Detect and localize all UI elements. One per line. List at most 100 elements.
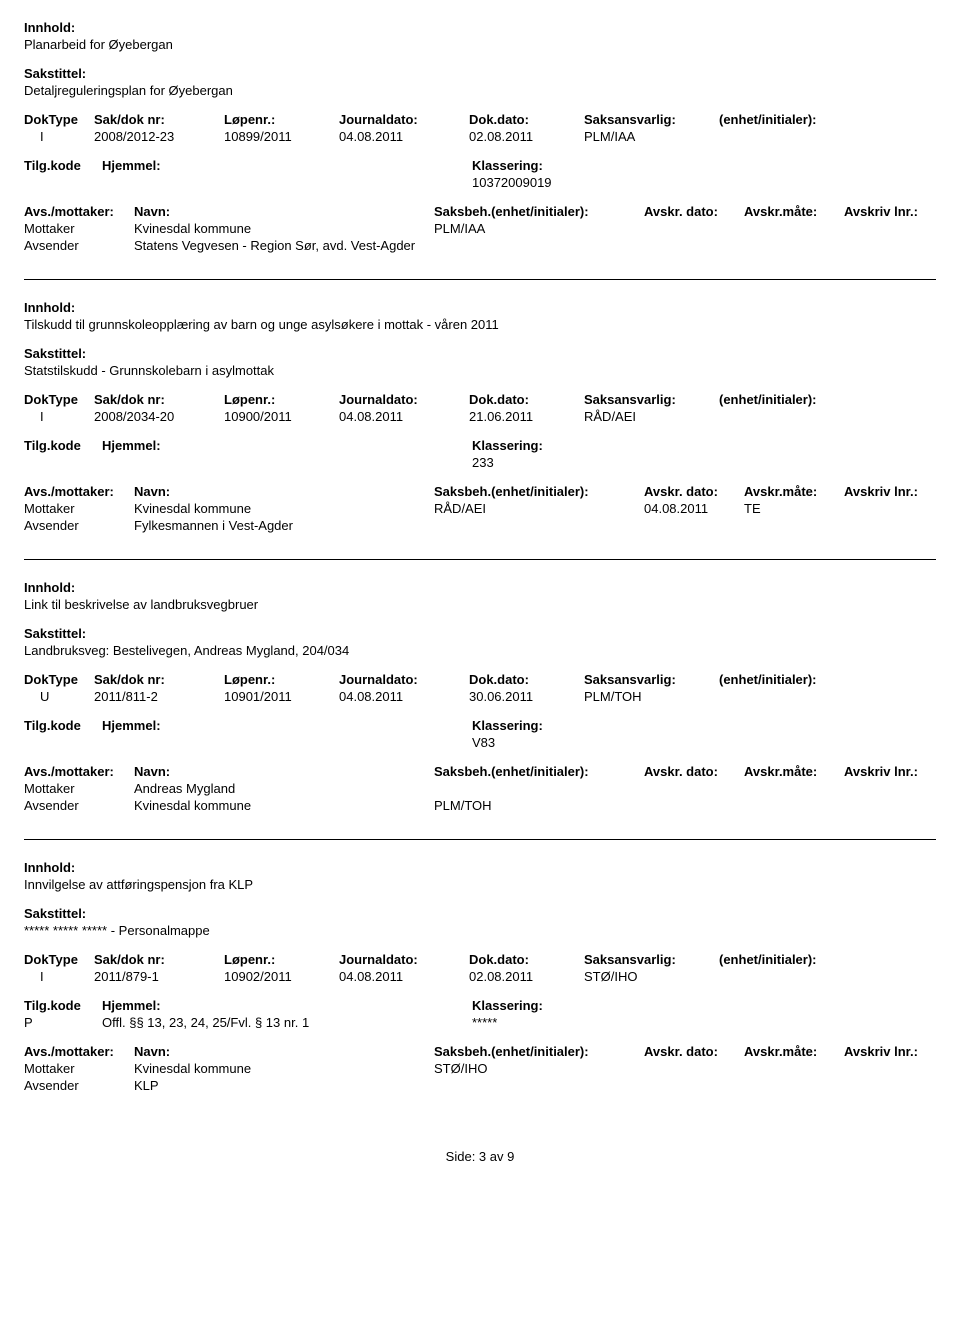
klassering-value: V83 [472, 735, 495, 750]
saksansvarlig-value: RÅD/AEI [584, 409, 719, 424]
tilgkode-value [24, 455, 102, 470]
klassering-label: Klassering: [472, 158, 822, 173]
navn-label: Navn: [134, 204, 434, 219]
hjemmel-value [102, 455, 472, 470]
navn-label: Navn: [134, 484, 434, 499]
avskriv-lnr-label: Avskriv lnr.: [844, 484, 934, 499]
dokdato-value: 21.06.2011 [469, 409, 584, 424]
hjemmel-label: Hjemmel: [102, 438, 182, 453]
enhet-label: (enhet/initialer): [719, 672, 879, 687]
meta-data-row: I 2008/2034-20 10900/2011 04.08.2011 21.… [24, 409, 936, 424]
party-header-row: Avs./mottaker: Navn: Saksbeh.(enhet/init… [24, 484, 936, 499]
avsender-saksbeh [434, 1078, 644, 1093]
enhet-label: (enhet/initialer): [719, 952, 879, 967]
saksbeh-label: Saksbeh.(enhet/initialer): [434, 764, 644, 779]
tilgkode-label: Tilg.kode [24, 438, 102, 453]
sakdok-value: 2011/879-1 [94, 969, 224, 984]
sakstittel-label: Sakstittel: [24, 66, 936, 81]
avskriv-lnr-label: Avskriv lnr.: [844, 764, 934, 779]
party-header-row: Avs./mottaker: Navn: Saksbeh.(enhet/init… [24, 204, 936, 219]
avsender-row: Avsender KLP [24, 1078, 936, 1093]
sakdok-label: Sak/dok nr: [94, 672, 224, 687]
sakstittel-value: ***** ***** ***** - Personalmappe [24, 923, 936, 938]
doktype-label: DokType [24, 672, 94, 687]
dokdato-value: 02.08.2011 [469, 969, 584, 984]
hjemmel-value [102, 175, 472, 190]
mottaker-row: Mottaker Kvinesdal kommune STØ/IHO [24, 1061, 936, 1076]
lopenr-label: Løpenr.: [224, 672, 339, 687]
innhold-label: Innhold: [24, 300, 936, 315]
tilgkode-value [24, 175, 102, 190]
mottaker-row: Mottaker Kvinesdal kommune PLM/IAA [24, 221, 936, 236]
mottaker-role: Mottaker [24, 1061, 134, 1076]
record-divider [24, 279, 936, 280]
journal-record: Innhold: Link til beskrivelse av landbru… [24, 559, 936, 839]
klassering-value: 10372009019 [472, 175, 552, 190]
tilgkode-value: P [24, 1015, 102, 1030]
journaldato-value: 04.08.2011 [339, 969, 469, 984]
meta-header-row: DokType Sak/dok nr: Løpenr.: Journaldato… [24, 112, 936, 127]
journal-record: Innhold: Tilskudd til grunnskoleopplærin… [24, 279, 936, 559]
party-header-row: Avs./mottaker: Navn: Saksbeh.(enhet/init… [24, 1044, 936, 1059]
journal-record: Innhold: Innvilgelse av attføringspensjo… [24, 839, 936, 1119]
navn-label: Navn: [134, 1044, 434, 1059]
mottaker-avskr-dato: 04.08.2011 [644, 501, 744, 516]
tilgkode-label: Tilg.kode [24, 718, 102, 733]
enhet-label: (enhet/initialer): [719, 392, 879, 407]
saksansvarlig-label: Saksansvarlig: [584, 392, 719, 407]
avsender-navn: KLP [134, 1078, 434, 1093]
hjemmel-data-row: P Offl. §§ 13, 23, 24, 25/Fvl. § 13 nr. … [24, 1015, 936, 1030]
klassering-label: Klassering: [472, 438, 822, 453]
avsender-saksbeh [434, 238, 644, 253]
avs-mottaker-label: Avs./mottaker: [24, 204, 134, 219]
hjemmel-data-row: V83 [24, 735, 936, 750]
hjemmel-header-row: Tilg.kode Hjemmel: Klassering: [24, 718, 936, 733]
journal-record: Innhold: Planarbeid for Øyebergan Saksti… [24, 20, 936, 279]
avs-mottaker-label: Avs./mottaker: [24, 764, 134, 779]
sakstittel-value: Landbruksveg: Bestelivegen, Andreas Mygl… [24, 643, 936, 658]
saksbeh-label: Saksbeh.(enhet/initialer): [434, 204, 644, 219]
innhold-label: Innhold: [24, 20, 936, 35]
tilgkode-label: Tilg.kode [24, 158, 102, 173]
tilgkode-value [24, 735, 102, 750]
avskriv-lnr-label: Avskriv lnr.: [844, 1044, 934, 1059]
lopenr-value: 10899/2011 [224, 129, 339, 144]
klassering-label: Klassering: [472, 998, 822, 1013]
doktype-value: I [24, 969, 94, 984]
saksansvarlig-value: STØ/IHO [584, 969, 719, 984]
mottaker-navn: Andreas Mygland [134, 781, 434, 796]
avsender-saksbeh: PLM/TOH [434, 798, 644, 813]
avsender-role: Avsender [24, 798, 134, 813]
avsender-role: Avsender [24, 238, 134, 253]
sakdok-label: Sak/dok nr: [94, 392, 224, 407]
avsender-row: Avsender Fylkesmannen i Vest-Agder [24, 518, 936, 533]
avskr-dato-label: Avskr. dato: [644, 484, 744, 499]
innhold-label: Innhold: [24, 580, 936, 595]
lopenr-label: Løpenr.: [224, 392, 339, 407]
avskr-mate-label: Avskr.måte: [744, 1044, 844, 1059]
journaldato-label: Journaldato: [339, 952, 469, 967]
avskriv-lnr-label: Avskriv lnr.: [844, 204, 934, 219]
hjemmel-header-row: Tilg.kode Hjemmel: Klassering: [24, 998, 936, 1013]
mottaker-avskr-dato [644, 221, 744, 236]
saksansvarlig-label: Saksansvarlig: [584, 672, 719, 687]
avs-mottaker-label: Avs./mottaker: [24, 484, 134, 499]
record-divider [24, 559, 936, 560]
lopenr-label: Løpenr.: [224, 112, 339, 127]
doktype-value: U [24, 689, 94, 704]
journaldato-label: Journaldato: [339, 672, 469, 687]
sakdok-value: 2008/2034-20 [94, 409, 224, 424]
sakstittel-label: Sakstittel: [24, 906, 936, 921]
journaldato-label: Journaldato: [339, 112, 469, 127]
mottaker-navn: Kvinesdal kommune [134, 501, 434, 516]
enhet-value [719, 969, 879, 984]
enhet-value [719, 689, 879, 704]
meta-data-row: I 2011/879-1 10902/2011 04.08.2011 02.08… [24, 969, 936, 984]
mottaker-avskr-mate [744, 221, 844, 236]
innhold-value: Tilskudd til grunnskoleopplæring av barn… [24, 317, 936, 332]
hjemmel-label: Hjemmel: [102, 718, 182, 733]
meta-data-row: U 2011/811-2 10901/2011 04.08.2011 30.06… [24, 689, 936, 704]
sakstittel-value: Detaljreguleringsplan for Øyebergan [24, 83, 936, 98]
avsender-navn: Fylkesmannen i Vest-Agder [134, 518, 434, 533]
enhet-value [719, 409, 879, 424]
